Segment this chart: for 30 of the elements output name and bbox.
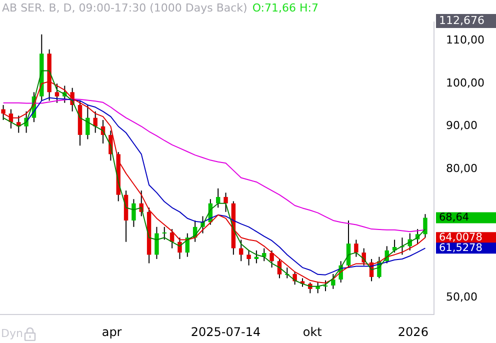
- chart-subtitle: O:71,66 H:7: [252, 1, 318, 14]
- annotation: 64,0078: [439, 231, 482, 244]
- candlestick: [354, 239, 358, 258]
- candlestick: [162, 226, 167, 240]
- y-tick-label: 80,00: [446, 162, 478, 176]
- candlestick: [216, 188, 220, 208]
- candlestick: [132, 198, 136, 228]
- x-tick-label: 2025-07-14: [190, 324, 261, 339]
- candlestick: [423, 214, 428, 238]
- y-tick-label: 100,00: [446, 76, 484, 90]
- annotation: 68,64: [439, 211, 470, 224]
- candlestick: [224, 192, 228, 212]
- candlestick: [93, 110, 98, 134]
- candlestick: [246, 250, 251, 266]
- y-tick-label: 50,00: [446, 290, 478, 304]
- candlestick: [178, 237, 182, 260]
- candlestick: [323, 280, 328, 292]
- chart-title: AB SER. B, D, 09:00-17:30 (1000 Days Back): [2, 1, 248, 14]
- y-tick-label: 110,00: [446, 34, 484, 47]
- candlestick: [86, 104, 90, 140]
- candlestick: [270, 250, 274, 268]
- x-tick-label: okt: [302, 324, 322, 339]
- annotation: 61,5278: [439, 242, 482, 254]
- text: 112,676: [439, 14, 484, 27]
- candlestick: [154, 226, 159, 260]
- candlestick: [331, 273, 336, 290]
- candlestick: [54, 83, 60, 104]
- y-tick-label: 90,00: [446, 119, 478, 132]
- x-tick-label: apr: [102, 324, 122, 339]
- x-tick-label: 2026: [398, 324, 428, 339]
